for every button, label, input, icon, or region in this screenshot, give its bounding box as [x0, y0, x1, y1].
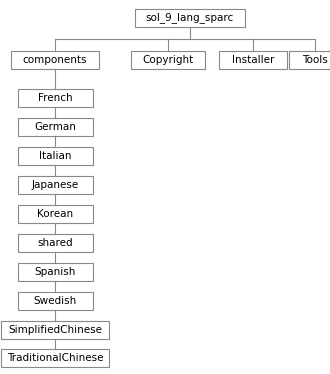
- Bar: [17, 89, 92, 107]
- Bar: [11, 51, 99, 69]
- Text: Italian: Italian: [39, 151, 71, 161]
- Bar: [17, 205, 92, 223]
- Text: Swedish: Swedish: [33, 296, 77, 306]
- Text: French: French: [38, 93, 72, 103]
- Text: Japanese: Japanese: [31, 180, 79, 190]
- Bar: [17, 176, 92, 194]
- Text: Installer: Installer: [232, 55, 274, 65]
- Text: shared: shared: [37, 238, 73, 248]
- Bar: [1, 321, 109, 339]
- Bar: [289, 51, 330, 69]
- Text: Spanish: Spanish: [34, 267, 76, 277]
- Text: German: German: [34, 122, 76, 132]
- Text: Korean: Korean: [37, 209, 73, 219]
- Bar: [17, 234, 92, 252]
- Bar: [219, 51, 287, 69]
- Bar: [1, 349, 109, 367]
- Bar: [135, 9, 245, 27]
- Bar: [17, 263, 92, 281]
- Text: components: components: [23, 55, 87, 65]
- Bar: [17, 147, 92, 165]
- Text: Tools: Tools: [302, 55, 328, 65]
- Text: sol_9_lang_sparc: sol_9_lang_sparc: [146, 13, 234, 24]
- Bar: [17, 292, 92, 310]
- Text: SimplifiedChinese: SimplifiedChinese: [8, 325, 102, 335]
- Bar: [131, 51, 205, 69]
- Bar: [17, 118, 92, 136]
- Text: TraditionalChinese: TraditionalChinese: [7, 353, 103, 363]
- Text: Copyright: Copyright: [142, 55, 194, 65]
